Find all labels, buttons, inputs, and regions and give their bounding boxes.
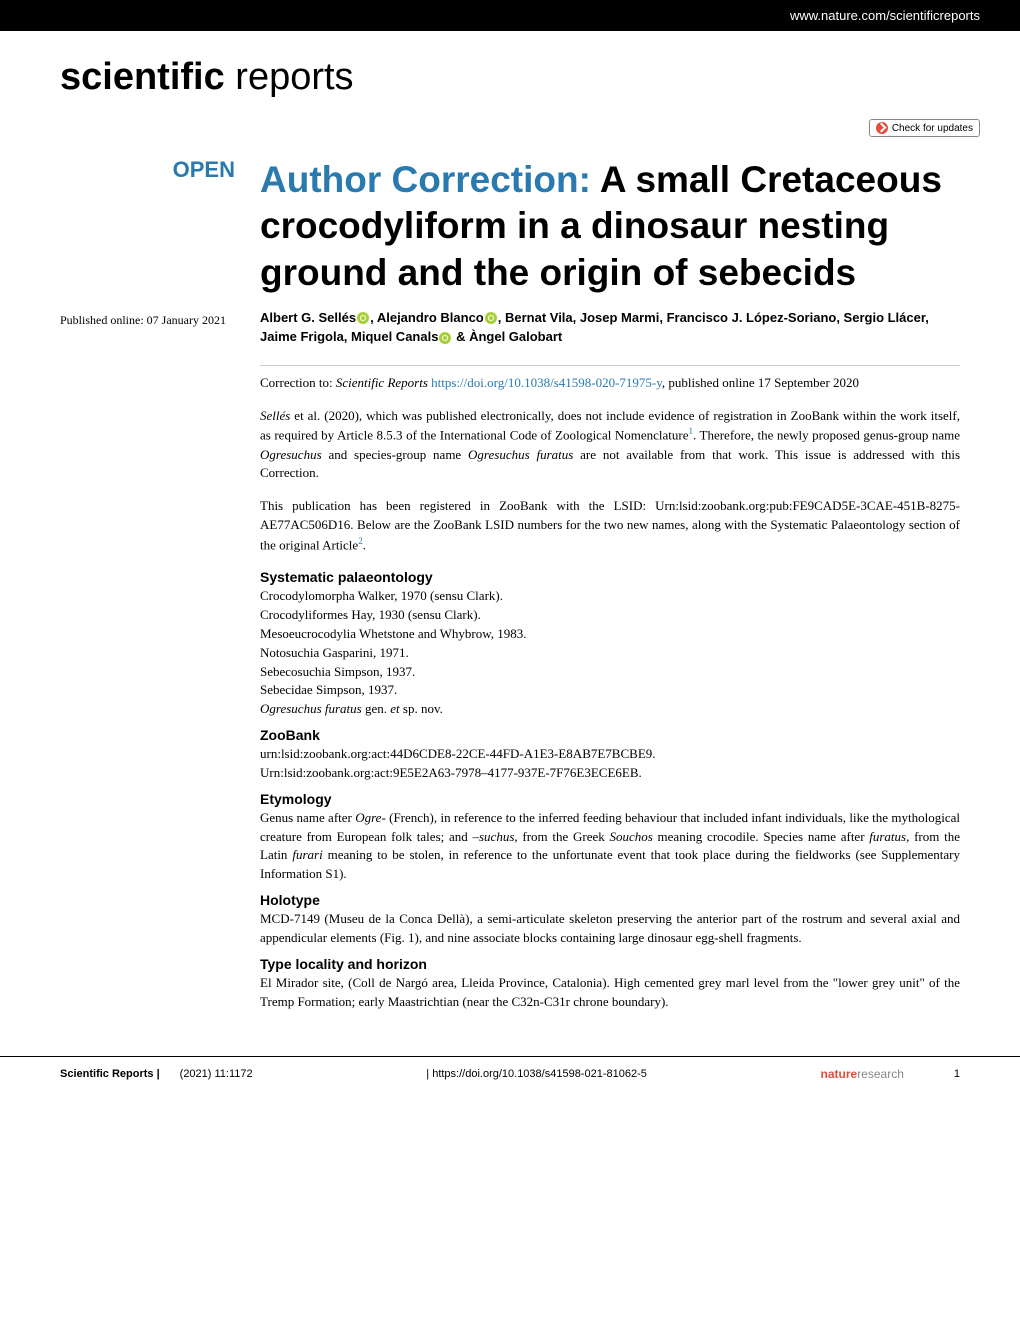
section-heading: Holotype: [260, 892, 960, 908]
publisher-logo: natureresearch: [821, 1067, 904, 1081]
left-column: OPEN Published online: 07 January 2021: [60, 157, 250, 1026]
check-updates-icon: [876, 122, 888, 134]
taxonomy-line: Sebecosuchia Simpson, 1937.: [260, 663, 960, 682]
open-access-badge: OPEN: [60, 157, 235, 183]
orcid-icon[interactable]: [357, 312, 369, 324]
correction-line: Correction to: Scientific Reports https:…: [260, 374, 960, 393]
lsid-line: urn:lsid:zoobank.org:act:44D6CDE8-22CE-4…: [260, 745, 960, 764]
check-updates-label: Check for updates: [892, 123, 973, 134]
lsid-line: Urn:lsid:zoobank.org:act:9E5E2A63-7978–4…: [260, 764, 960, 783]
author: , Alejandro Blanco: [370, 310, 484, 325]
paragraph: Sellés et al. (2020), which was publishe…: [260, 407, 960, 484]
taxonomy-line: Crocodyliformes Hay, 1930 (sensu Clark).: [260, 606, 960, 625]
section-heading: ZooBank: [260, 727, 960, 743]
divider: [260, 365, 960, 366]
doi-link[interactable]: https://doi.org/10.1038/s41598-020-71975…: [431, 375, 662, 390]
main-content: OPEN Published online: 07 January 2021 A…: [0, 137, 1020, 1056]
paragraph: MCD-7149 (Museu de la Conca Dellà), a se…: [260, 910, 960, 948]
journal-name-bold: scientific: [60, 56, 225, 98]
journal-name-light: reports: [225, 56, 354, 98]
site-url: www.nature.com/scientificreports: [790, 8, 980, 23]
publication-date: Published online: 07 January 2021: [60, 313, 235, 328]
check-updates-badge[interactable]: Check for updates: [869, 119, 980, 137]
section-heading: Systematic palaeontology: [260, 569, 960, 585]
journal-logo: scientific reports: [0, 31, 1020, 109]
page-number: 1: [954, 1068, 960, 1080]
author: Albert G. Sellés: [260, 310, 356, 325]
footer-doi: | https://doi.org/10.1038/s41598-021-810…: [253, 1068, 821, 1080]
author: & Àngel Galobart: [452, 329, 562, 344]
taxonomy-line: Notosuchia Gasparini, 1971.: [260, 644, 960, 663]
author-list: Albert G. Sellés, Alejandro Blanco, Bern…: [260, 308, 960, 347]
article-body: Author Correction: A small Cretaceous cr…: [250, 157, 960, 1026]
footer-citation: (2021) 11:1172: [180, 1068, 253, 1080]
orcid-icon[interactable]: [439, 332, 451, 344]
orcid-icon[interactable]: [485, 312, 497, 324]
paragraph: This publication has been registered in …: [260, 497, 960, 555]
footer-journal: Scientific Reports |: [60, 1068, 160, 1080]
section-heading: Type locality and horizon: [260, 956, 960, 972]
page-footer: Scientific Reports | (2021) 11:1172 | ht…: [0, 1056, 1020, 1091]
paragraph: Genus name after Ogre- (French), in refe…: [260, 809, 960, 884]
paragraph: El Mirador site, (Coll de Nargó area, Ll…: [260, 974, 960, 1012]
taxonomy-line: Sebecidae Simpson, 1937.: [260, 681, 960, 700]
title-prefix: Author Correction:: [260, 159, 600, 200]
taxonomy-line: Mesoeucrocodylia Whetstone and Whybrow, …: [260, 625, 960, 644]
section-heading: Etymology: [260, 791, 960, 807]
taxonomy-line: Crocodylomorpha Walker, 1970 (sensu Clar…: [260, 587, 960, 606]
site-url-bar: www.nature.com/scientificreports: [0, 0, 1020, 31]
article-title: Author Correction: A small Cretaceous cr…: [260, 157, 960, 296]
taxonomy-line: Ogresuchus furatus gen. et sp. nov.: [260, 700, 960, 719]
